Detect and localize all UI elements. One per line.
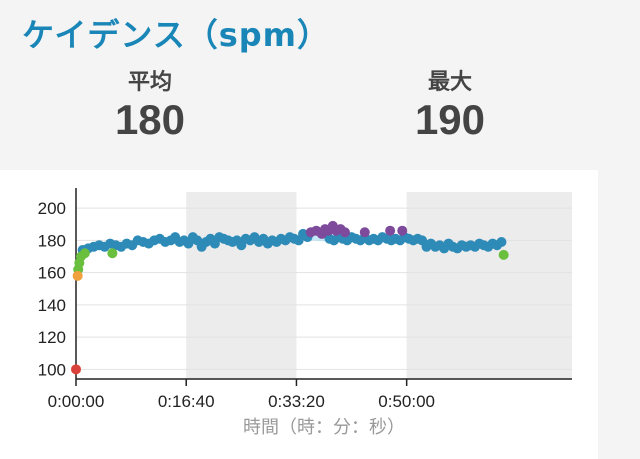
max-stat: 最大 190 <box>350 70 550 144</box>
data-point-purple <box>397 225 408 236</box>
data-point-green <box>79 248 90 259</box>
y-tick-label: 160 <box>38 264 66 283</box>
cadence-chart: 100 120 140 160 180 200 0:00:00 0:16:40 0:33:20 0… <box>38 188 572 438</box>
average-stat: 平均 180 <box>50 70 250 144</box>
data-point-blue <box>496 236 507 247</box>
data-point-purple <box>339 227 350 238</box>
data-point-orange <box>72 270 83 281</box>
max-value: 190 <box>414 96 486 143</box>
x-tick-label: 0:16:40 <box>158 392 215 411</box>
x-tick-label: 0:50:00 <box>378 392 435 411</box>
average-value: 180 <box>114 96 186 143</box>
data-point-purple <box>359 227 370 238</box>
x-axis-title: 時間（時：分：秒） <box>243 417 405 438</box>
data-point-red <box>71 364 81 375</box>
x-tick-label: 0:33:20 <box>268 392 325 411</box>
y-tick-label: 180 <box>38 231 66 250</box>
y-tick-label: 100 <box>38 360 66 379</box>
cadence-chart-card: 100 120 140 160 180 200 0:00:00 0:16:40 0:33:20 0… <box>0 170 598 459</box>
shaded-band <box>406 192 572 379</box>
max-label: 最大 <box>427 70 472 95</box>
data-point-green <box>498 249 509 260</box>
data-point-purple <box>385 225 396 236</box>
page-title: ケイデンス（spm） <box>22 16 331 54</box>
data-point-green <box>107 248 118 259</box>
y-tick-label: 120 <box>38 328 66 347</box>
x-tick-label: 0:00:00 <box>48 392 105 411</box>
shaded-band <box>186 192 297 379</box>
y-tick-label: 200 <box>38 199 66 218</box>
average-label: 平均 <box>127 70 172 95</box>
y-tick-label: 140 <box>38 296 66 315</box>
